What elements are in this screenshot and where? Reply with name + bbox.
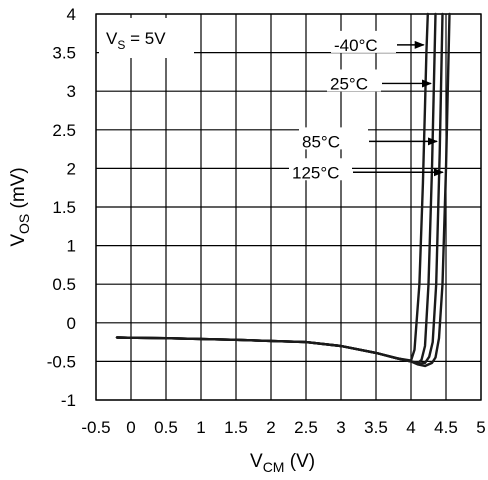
y-tick-label: 4 <box>67 5 76 24</box>
series-label-bg <box>331 30 396 53</box>
y-axis-title: VOS (mV) <box>8 167 32 246</box>
series-label-2: 85°C <box>302 132 340 151</box>
x-tick-label: 4 <box>406 418 415 437</box>
y-tick-label: 2 <box>67 159 76 178</box>
x-tick-label: 5 <box>476 418 485 437</box>
y-tick-label: 1 <box>67 237 76 256</box>
series-label-bg <box>289 158 352 181</box>
x-tick-label: 2 <box>266 418 275 437</box>
x-tick-label: -0.5 <box>81 418 110 437</box>
x-tick-label: 3.5 <box>364 418 388 437</box>
x-tick-label: 4.5 <box>434 418 458 437</box>
plot-frame <box>95 13 482 401</box>
x-axis-title: VCM (V) <box>250 451 315 475</box>
series-line-3 <box>115 12 451 368</box>
y-tick-label: 3 <box>67 82 76 101</box>
x-tick-label: 3 <box>336 418 345 437</box>
series-label-1: 25°C <box>330 74 368 93</box>
y-tick-label: -1 <box>61 391 76 410</box>
series-label-3: 125°C <box>292 163 339 182</box>
x-tick-label: 1 <box>196 418 205 437</box>
x-tick-label: 1.5 <box>224 418 248 437</box>
annotation-text: VS = 5V <box>106 29 166 52</box>
x-tick-label: 0 <box>126 418 135 437</box>
x-tick-label: 2.5 <box>294 418 318 437</box>
y-tick-label: 1.5 <box>52 198 76 217</box>
y-tick-label: 2.5 <box>52 121 76 140</box>
series-line-0 <box>115 12 429 362</box>
series-line-1 <box>115 12 437 365</box>
series-labels: -40°C 25°C 85°C 125°C <box>289 30 444 182</box>
series-label-bg <box>327 69 381 92</box>
x-tick-label: 0.5 <box>154 418 178 437</box>
y-tick-label: 3.5 <box>52 44 76 63</box>
y-tick-labels: -1 -0.5 0 0.5 1 1.5 2 2.5 3 3.5 4 <box>47 5 76 410</box>
series-label-bg <box>299 127 368 150</box>
x-tick-labels: -0.5 0 0.5 1 1.5 2 2.5 3 3.5 4 4.5 5 <box>81 418 485 437</box>
series-curves <box>115 12 451 368</box>
y-tick-label: 0 <box>67 314 76 333</box>
annotation-box <box>99 18 194 58</box>
y-tick-label: 0.5 <box>52 275 76 294</box>
series-label-0: -40°C <box>334 36 378 55</box>
y-tick-label: -0.5 <box>47 352 76 371</box>
